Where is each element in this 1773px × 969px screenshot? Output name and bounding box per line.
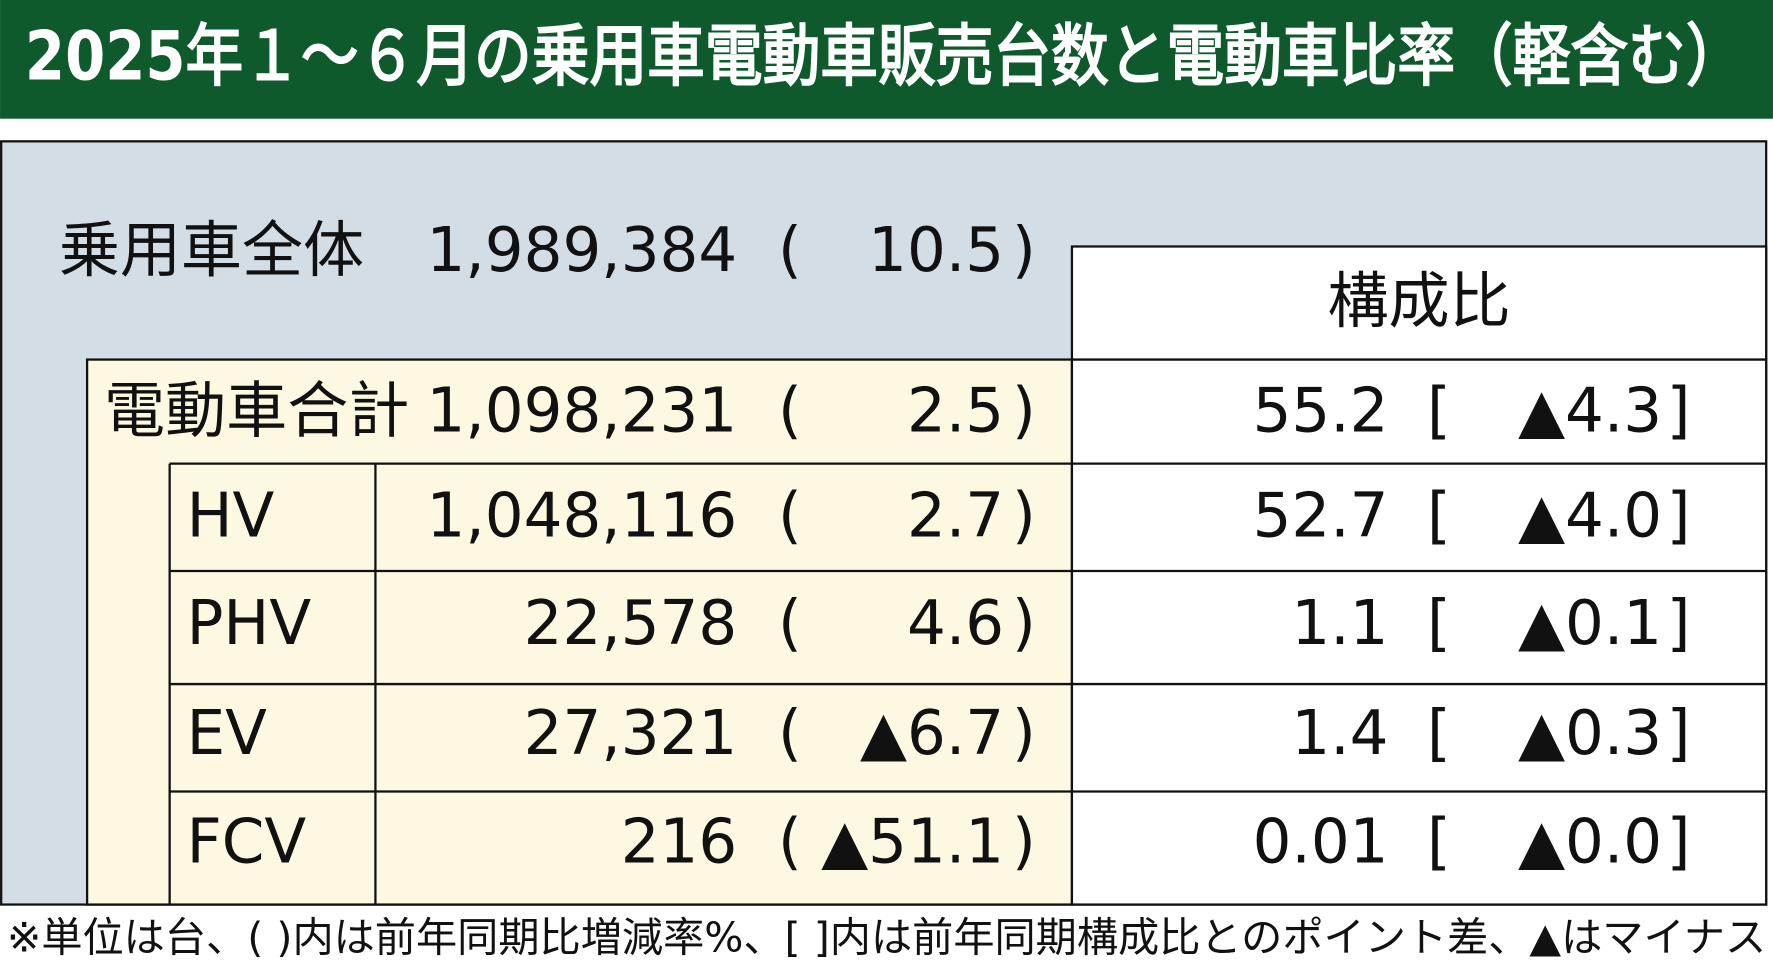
title-bar <box>0 0 1773 119</box>
paren-close: ) <box>1012 588 1036 659</box>
share: 52.7 <box>1253 481 1389 552</box>
title: 2025年１～６月の乗用車電動車販売台数と電動車比率（軽含む） <box>25 17 1744 96</box>
units: 1,048,116 <box>427 481 738 552</box>
share-change: ▲4.3 <box>1518 376 1662 447</box>
change: ▲51.1 <box>821 806 1004 877</box>
row-label: HV <box>187 481 275 552</box>
share-change: ▲4.0 <box>1518 481 1662 552</box>
paren-open: ( <box>778 588 802 659</box>
bracket-open: [ <box>1427 806 1451 877</box>
paren-open: ( <box>778 698 802 769</box>
bracket-open: [ <box>1427 376 1451 447</box>
change: 10.5 <box>868 215 1004 286</box>
row-label: PHV <box>187 588 312 659</box>
units: 1,098,231 <box>427 376 738 447</box>
row-label: 電動車合計 <box>104 376 409 447</box>
bracket-close: ] <box>1667 806 1691 877</box>
grid <box>168 358 1767 905</box>
bracket-close: ] <box>1667 698 1691 769</box>
row-label: FCV <box>187 806 307 877</box>
share-change: ▲0.0 <box>1518 806 1662 877</box>
paren-close: ) <box>1012 481 1036 552</box>
paren-open: ( <box>778 215 802 286</box>
paren-close: ) <box>1012 806 1036 877</box>
paren-open: ( <box>778 806 802 877</box>
change: ▲6.7 <box>860 698 1004 769</box>
change: 2.5 <box>907 376 1004 447</box>
cells: 乗用車全体 1,989,384 (10.5) 電動車合計 1,098,231 (2.5) 5… <box>59 215 1691 877</box>
row-label: EV <box>187 698 268 769</box>
bracket-close: ] <box>1667 481 1691 552</box>
paren-open: ( <box>778 376 802 447</box>
change: 4.6 <box>907 588 1004 659</box>
bracket-close: ] <box>1667 588 1691 659</box>
ev-block <box>85 358 1074 906</box>
share: 1.4 <box>1291 698 1388 769</box>
units: 1,989,384 <box>427 215 738 286</box>
change: 2.7 <box>907 481 1004 552</box>
paren-close: ) <box>1012 376 1036 447</box>
bracket-open: [ <box>1427 481 1451 552</box>
share-column <box>1070 245 1768 906</box>
units: 27,321 <box>524 698 738 769</box>
share-change: ▲0.3 <box>1518 698 1662 769</box>
row-label: 乗用車全体 <box>59 215 364 286</box>
share: 55.2 <box>1253 376 1389 447</box>
bracket-close: ] <box>1667 376 1691 447</box>
bracket-open: [ <box>1427 588 1451 659</box>
share-header: 構成比 <box>1327 266 1510 337</box>
bracket-open: [ <box>1427 698 1451 769</box>
share: 0.01 <box>1253 806 1389 877</box>
units: 216 <box>621 806 738 877</box>
share-change: ▲0.1 <box>1518 588 1662 659</box>
paren-close: ) <box>1012 215 1036 286</box>
paren-close: ) <box>1012 698 1036 769</box>
footnote: ※単位は台、( )内は前年同期比増減率%、[ ]内は前年同期構成比とのポイント差… <box>7 914 1766 962</box>
share: 1.1 <box>1291 588 1388 659</box>
units: 22,578 <box>524 588 738 659</box>
paren-open: ( <box>778 481 802 552</box>
